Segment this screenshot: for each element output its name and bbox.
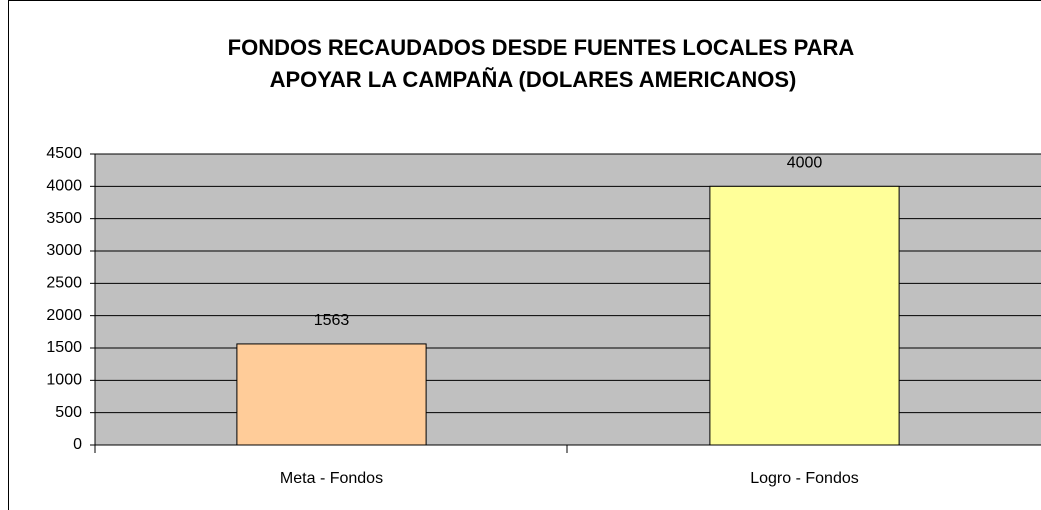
marks: 0 500 1000 1500 2000 2500 3000 3500 4000 4500 Meta… xyxy=(46,145,1041,487)
y-tick-label: 0 xyxy=(73,436,82,453)
data-label: 4000 xyxy=(787,155,823,172)
y-tick-label: 1500 xyxy=(46,339,82,356)
x-tick-label: Logro - Fondos xyxy=(750,470,859,487)
bar xyxy=(709,185,900,446)
chart-title: FONDOS RECAUDADOS DESDE FUENTES LOCALES … xyxy=(228,35,855,60)
y-tick-label: 500 xyxy=(55,404,82,421)
x-tick-label: Meta - Fondos xyxy=(280,470,383,487)
chart-title: APOYAR LA CAMPAÑA (DOLARES AMERICANOS) xyxy=(270,67,797,92)
y-tick-label: 1000 xyxy=(46,372,82,389)
bar xyxy=(236,343,427,446)
y-tick-label: 3000 xyxy=(46,242,82,259)
data-label: 1563 xyxy=(314,312,350,329)
y-tick-label: 2500 xyxy=(46,275,82,292)
y-tick-label: 4500 xyxy=(46,145,82,162)
y-tick-label: 4000 xyxy=(46,178,82,195)
y-tick-label: 2000 xyxy=(46,307,82,324)
y-tick-label: 3500 xyxy=(46,210,82,227)
